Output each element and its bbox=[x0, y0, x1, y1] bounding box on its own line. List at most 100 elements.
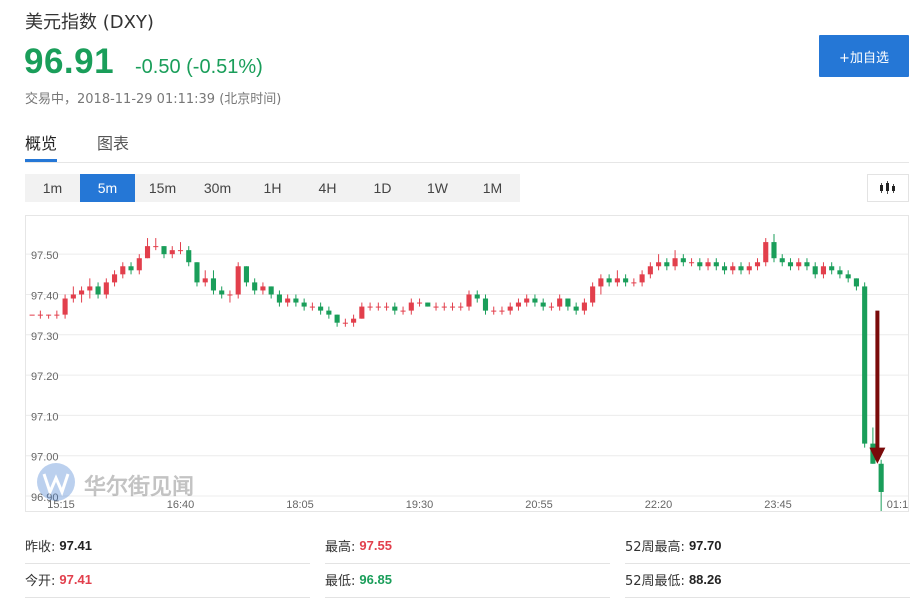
candle-body bbox=[829, 266, 835, 271]
candle-body bbox=[62, 298, 68, 315]
candle-body bbox=[359, 306, 365, 319]
candle-body bbox=[664, 262, 670, 267]
candle-body bbox=[540, 302, 546, 307]
candle-body bbox=[425, 302, 431, 307]
y-tick-label: 97.30 bbox=[31, 331, 59, 343]
candle-body bbox=[656, 262, 662, 267]
candle-body bbox=[787, 262, 794, 267]
interval-30m[interactable]: 30m bbox=[203, 180, 232, 196]
candle-body bbox=[820, 266, 827, 275]
candle-body bbox=[194, 262, 200, 283]
stat-value: 97.41 bbox=[59, 537, 92, 553]
candle-body bbox=[557, 298, 563, 307]
trading-status: 交易中，2018-11-29 01:11:39 (北京时间) bbox=[25, 92, 282, 107]
stat-52w-low: 52周最低: 88.26 bbox=[625, 561, 910, 598]
candle-body bbox=[466, 294, 472, 307]
candle-body bbox=[37, 314, 43, 316]
candle-body bbox=[746, 266, 752, 271]
candlestick-icon bbox=[880, 181, 895, 194]
candle-body bbox=[738, 266, 744, 271]
candle-body bbox=[243, 266, 249, 283]
watermark-w-glyph bbox=[42, 473, 70, 497]
down-arrow-annotation bbox=[869, 310, 886, 464]
candle-body bbox=[812, 266, 818, 275]
x-tick-label: 20:55 bbox=[525, 499, 553, 511]
candle-body bbox=[334, 314, 340, 323]
candlestick-chart: 97.50 97.40 97.30 97.20 97.10 97.00 96.9015:15… bbox=[26, 234, 908, 511]
interval-5m[interactable]: 5m bbox=[80, 174, 135, 202]
candle-body bbox=[565, 298, 571, 307]
candle-body bbox=[301, 302, 307, 307]
candle-body bbox=[276, 294, 282, 303]
candle-body bbox=[326, 310, 332, 315]
candle-body bbox=[754, 262, 761, 267]
candle-body bbox=[515, 302, 522, 307]
candle-body bbox=[285, 298, 291, 303]
tab-chart[interactable]: 图表 bbox=[97, 134, 130, 153]
y-tick-label: 97.50 bbox=[31, 250, 59, 262]
interval-1m[interactable]: 1m bbox=[42, 180, 63, 196]
candle-body bbox=[581, 302, 587, 311]
stat-low: 最低: 96.85 bbox=[325, 561, 610, 598]
candle-body bbox=[120, 266, 126, 275]
stat-label: 52周最高: bbox=[625, 539, 685, 555]
candle-body bbox=[532, 298, 538, 303]
candle-body bbox=[730, 266, 736, 271]
interval-15m[interactable]: 15m bbox=[148, 180, 177, 196]
interval-1w[interactable]: 1W bbox=[427, 180, 448, 196]
candle-body bbox=[474, 294, 480, 299]
candle-body bbox=[796, 262, 802, 267]
candle-body bbox=[647, 266, 653, 275]
interval-selector: 1m 5m 15m 30m 1H 4H 1D 1W 1M bbox=[25, 174, 520, 202]
candle-body bbox=[219, 290, 225, 295]
candle-body bbox=[548, 306, 554, 308]
candle-body bbox=[804, 262, 810, 267]
stat-52w-high: 52周最高: 97.70 bbox=[625, 527, 910, 564]
candle-body bbox=[227, 294, 233, 296]
y-tick-label: 97.40 bbox=[31, 290, 59, 302]
candle-body bbox=[631, 282, 637, 284]
stat-value: 97.70 bbox=[688, 537, 722, 553]
candle-body bbox=[153, 246, 159, 248]
x-tick-label: 19:30 bbox=[406, 499, 434, 511]
candle-body bbox=[697, 262, 703, 267]
tab-overview[interactable]: 概览 bbox=[25, 134, 58, 153]
interval-1d[interactable]: 1D bbox=[373, 180, 392, 196]
candle-body bbox=[128, 266, 134, 271]
candle-body bbox=[136, 258, 142, 271]
stat-label: 52周最低: bbox=[625, 573, 685, 589]
candle-body bbox=[202, 278, 208, 283]
candle-body bbox=[721, 266, 728, 271]
stat-label: 昨收: bbox=[25, 539, 56, 555]
candle-body bbox=[29, 314, 35, 316]
stat-high: 最高: 97.55 bbox=[325, 527, 610, 564]
candle-body bbox=[491, 310, 497, 312]
candle-body bbox=[779, 258, 785, 263]
candle-body bbox=[351, 318, 357, 323]
active-tab-indicator bbox=[25, 159, 57, 162]
candle-body bbox=[384, 306, 390, 308]
add-watchlist-button[interactable]: +加自选 bbox=[819, 35, 909, 77]
price-chart[interactable]: 97.50 97.40 97.30 97.20 97.10 97.00 96.90 15:15… bbox=[25, 215, 909, 512]
candle-body bbox=[689, 262, 695, 264]
candle-body bbox=[862, 286, 868, 444]
candle-body bbox=[210, 278, 217, 291]
interval-4h[interactable]: 4H bbox=[318, 180, 337, 196]
candle-body bbox=[853, 278, 859, 287]
candle-body bbox=[614, 278, 620, 283]
x-tick-label: 22:20 bbox=[645, 499, 673, 511]
interval-1mo[interactable]: 1M bbox=[482, 180, 503, 196]
candle-body bbox=[375, 306, 381, 308]
candle-body bbox=[639, 274, 645, 283]
candle-body bbox=[54, 314, 60, 316]
x-tick-label: 15:15 bbox=[47, 499, 75, 511]
candle-body bbox=[79, 290, 85, 295]
stat-label: 今开: bbox=[25, 573, 56, 589]
stat-label: 最高: bbox=[325, 539, 356, 555]
candle-body bbox=[433, 306, 439, 308]
x-tick-label: 23:45 bbox=[764, 499, 792, 511]
chart-type-button[interactable] bbox=[867, 174, 909, 202]
candle-body bbox=[499, 310, 505, 312]
candle-body bbox=[392, 306, 398, 311]
interval-1h[interactable]: 1H bbox=[263, 180, 282, 196]
